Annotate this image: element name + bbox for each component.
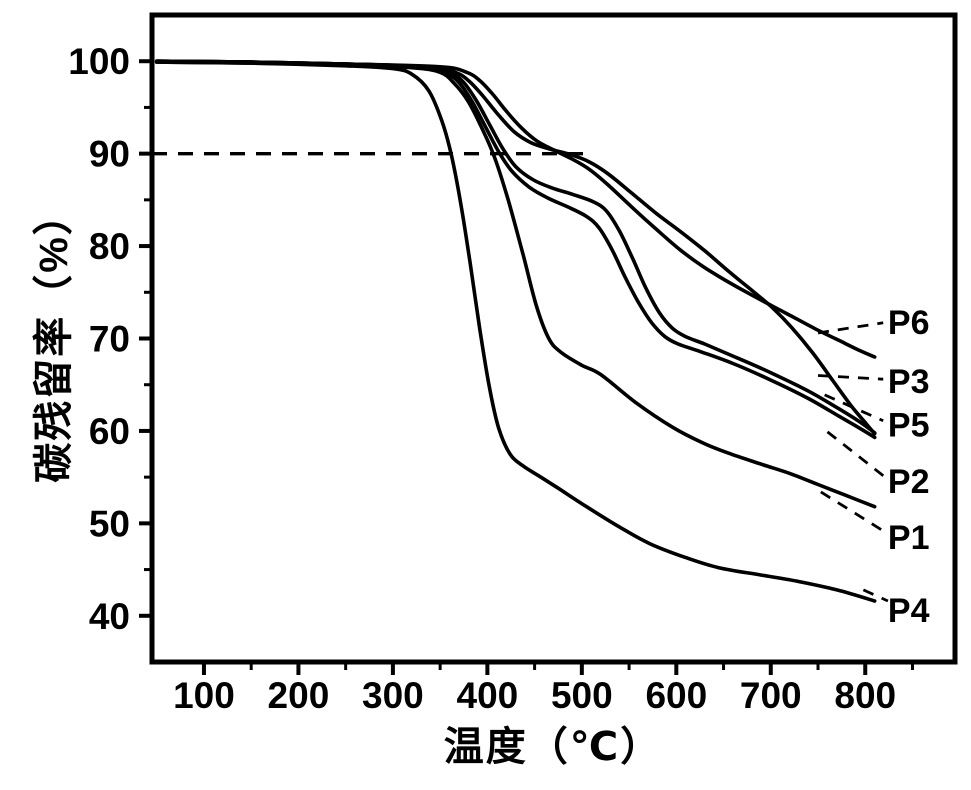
x-tick-label: 400 [457,675,519,716]
leader-line-P4 [862,588,889,603]
series-label-P1: P1 [888,519,930,557]
leader-line-P3 [817,374,884,381]
y-tick-label: 60 [89,411,130,452]
leader-line-P5 [824,393,884,423]
x-tick-label: 100 [173,675,235,716]
series-label-P5: P5 [888,406,930,444]
x-axis-title: 温度（℃） [443,725,663,769]
series-curve-P6 [154,59,877,359]
y-tick-label: 70 [89,319,130,360]
y-axis-title: 碳残留率（%） [32,193,76,483]
x-tick-label: 800 [834,675,896,716]
leader-line-P6 [817,321,884,335]
y-tick-label: 40 [89,596,130,637]
series-curve-P4 [154,60,877,603]
x-tick-label: 600 [645,675,707,716]
series-curve-P5 [154,59,877,440]
leader-line-P2 [826,430,886,479]
series-label-P4: P4 [888,592,930,630]
x-tick-label: 200 [268,675,330,716]
leader-line-P1 [820,490,887,534]
series-label-P2: P2 [888,463,930,501]
series-label-P3: P3 [888,363,930,401]
y-tick-label: 80 [89,226,130,267]
x-tick-label: 700 [740,675,802,716]
series-label-P6: P6 [888,304,930,342]
series-curve-P2 [154,59,877,435]
y-tick-label: 100 [68,41,130,82]
y-tick-label: 50 [89,503,130,544]
series-curve-P3 [154,59,877,436]
y-tick-label: 90 [89,134,130,175]
x-tick-label: 300 [362,675,424,716]
series-curve-P1 [154,60,877,509]
x-tick-label: 500 [551,675,613,716]
